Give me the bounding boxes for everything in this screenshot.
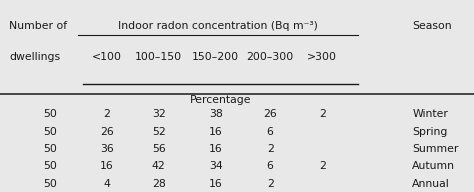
Text: 4: 4 [103,179,110,189]
Text: 16: 16 [209,179,223,189]
Text: 50: 50 [43,179,57,189]
Text: Summer: Summer [412,144,459,154]
Text: Indoor radon concentration (Bq m⁻³): Indoor radon concentration (Bq m⁻³) [118,21,318,31]
Text: 52: 52 [152,127,166,137]
Text: Spring: Spring [412,127,448,137]
Text: 6: 6 [267,161,273,171]
Text: Annual: Annual [412,179,450,189]
Text: 42: 42 [152,161,166,171]
Text: 26: 26 [263,109,277,119]
Text: Number of: Number of [9,21,68,31]
Text: 32: 32 [152,109,166,119]
Text: >300: >300 [307,52,337,62]
Text: 26: 26 [100,127,114,137]
Text: Winter: Winter [412,109,448,119]
Text: 28: 28 [152,179,166,189]
Text: 50: 50 [43,161,57,171]
Text: 50: 50 [43,144,57,154]
Text: Season: Season [412,21,452,31]
Text: 50: 50 [43,127,57,137]
Text: 2: 2 [319,161,326,171]
Text: 6: 6 [267,127,273,137]
Text: 2: 2 [103,109,110,119]
Text: 56: 56 [152,144,166,154]
Text: 2: 2 [267,144,273,154]
Text: Percentage: Percentage [190,95,251,105]
Text: <100: <100 [91,52,122,62]
Text: 2: 2 [267,179,273,189]
Text: 2: 2 [319,109,326,119]
Text: 200–300: 200–300 [246,52,294,62]
Text: 16: 16 [209,127,223,137]
Text: 16: 16 [100,161,114,171]
Text: 38: 38 [209,109,223,119]
Text: 34: 34 [209,161,223,171]
Text: 50: 50 [43,109,57,119]
Text: 36: 36 [100,144,114,154]
Text: 150–200: 150–200 [192,52,239,62]
Text: dwellings: dwellings [9,52,61,62]
Text: 100–150: 100–150 [135,52,182,62]
Text: Autumn: Autumn [412,161,456,171]
Text: 16: 16 [209,144,223,154]
